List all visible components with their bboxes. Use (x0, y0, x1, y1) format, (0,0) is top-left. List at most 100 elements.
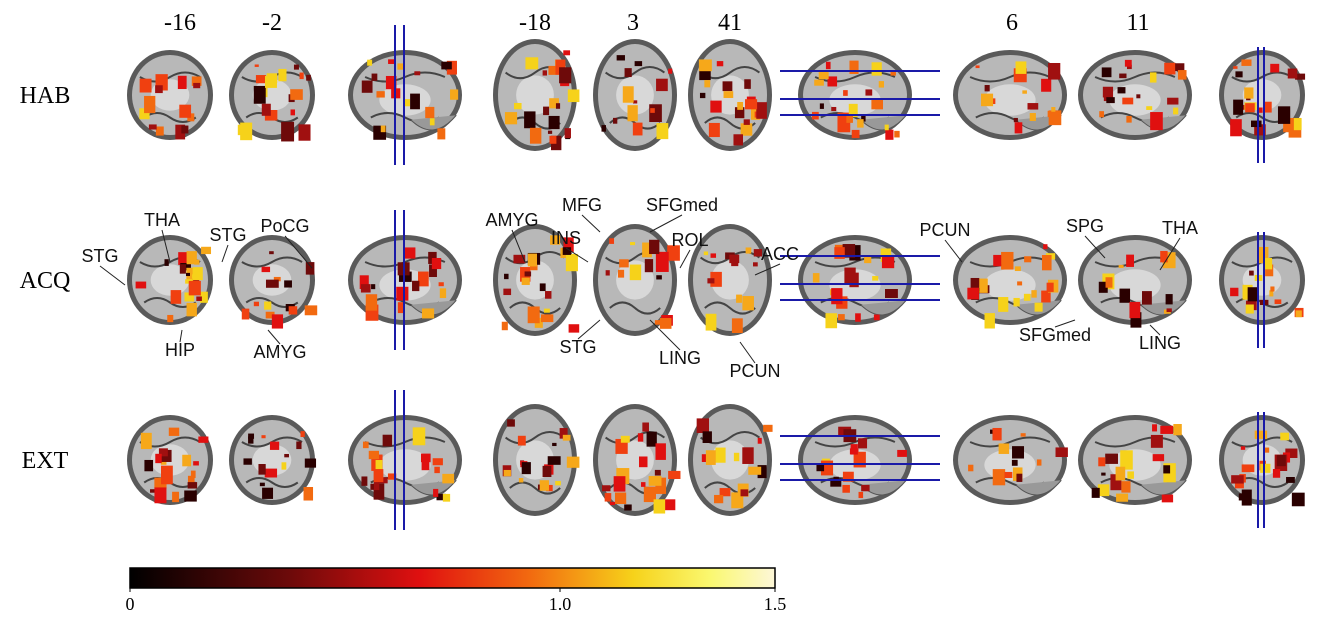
activation (1023, 293, 1031, 301)
activation (1031, 290, 1037, 298)
region-label: AMYG (485, 210, 538, 230)
activation (1142, 291, 1152, 305)
activation (504, 112, 518, 125)
activation (984, 85, 990, 92)
activation (527, 253, 537, 267)
activation (433, 488, 439, 497)
activation (604, 493, 612, 502)
activation (1017, 281, 1023, 286)
activation (1242, 284, 1253, 300)
activation (745, 247, 752, 254)
activation (170, 290, 182, 304)
activation (179, 104, 192, 118)
activation (1254, 430, 1268, 439)
activation (1245, 304, 1254, 314)
activation (273, 276, 281, 282)
activation (609, 238, 615, 244)
activation (819, 103, 824, 109)
activation (196, 296, 202, 301)
activation (642, 242, 652, 258)
activation (261, 435, 266, 439)
activation (710, 253, 717, 258)
activation (290, 89, 303, 100)
activation (1254, 124, 1266, 136)
leader-line (649, 319, 681, 351)
activation (503, 288, 512, 296)
activation (288, 306, 298, 315)
region-label: STG (559, 337, 596, 357)
activation (605, 270, 610, 276)
activation (740, 489, 749, 497)
activation (1247, 287, 1259, 302)
activation (442, 473, 455, 484)
activation (240, 122, 253, 141)
activation (546, 484, 553, 492)
activation (1274, 299, 1282, 305)
activation (191, 76, 202, 86)
activation (262, 487, 274, 499)
activation (261, 103, 271, 116)
activation (1262, 101, 1272, 113)
activation (827, 76, 838, 87)
activation (563, 237, 574, 253)
activation (201, 246, 212, 255)
activation (998, 443, 1010, 454)
activation (745, 99, 758, 110)
activation (763, 424, 773, 432)
activation (567, 89, 580, 103)
brain-slice (348, 25, 462, 165)
activation (542, 70, 548, 76)
activation (733, 452, 740, 462)
activation (668, 470, 681, 480)
activation (629, 264, 642, 281)
activation (1260, 463, 1271, 473)
activation (742, 447, 754, 464)
activation (425, 106, 435, 119)
activation (1241, 464, 1255, 473)
activation (967, 287, 979, 300)
activation (632, 100, 638, 104)
activation (304, 305, 318, 316)
activation (702, 431, 712, 444)
activation (1001, 251, 1014, 270)
activation (368, 450, 380, 460)
activation (622, 86, 634, 103)
activation (708, 122, 720, 138)
activation (873, 314, 880, 321)
activation (181, 125, 189, 134)
region-label: LING (659, 348, 701, 368)
activation (1036, 459, 1042, 466)
activation (164, 259, 169, 266)
region-label: PCUN (919, 220, 970, 240)
activation (716, 61, 724, 67)
brain-slice (229, 415, 317, 505)
activation (1177, 70, 1187, 80)
activation (281, 121, 295, 142)
activation (894, 130, 900, 138)
leader-line (161, 229, 171, 263)
slice-number: 6 (1006, 10, 1018, 36)
activation (620, 435, 630, 443)
activation (1160, 250, 1168, 263)
activation (1264, 447, 1270, 453)
activation (861, 484, 870, 492)
activation (1269, 290, 1274, 297)
brain-images (127, 25, 1306, 530)
activation (624, 68, 632, 78)
row-label: HAB (20, 83, 71, 109)
brain-inner (711, 260, 749, 300)
activation (842, 244, 856, 258)
activation (550, 235, 561, 245)
activation (998, 297, 1009, 312)
activation (248, 433, 255, 439)
activation (187, 475, 195, 486)
activation (649, 239, 660, 255)
leader-line (1149, 324, 1161, 336)
activation (740, 123, 753, 136)
brain-slice (1219, 412, 1305, 528)
activation (1124, 59, 1132, 67)
activation (757, 465, 767, 479)
activation (858, 491, 864, 499)
activation (1295, 310, 1302, 318)
activation (618, 269, 625, 278)
